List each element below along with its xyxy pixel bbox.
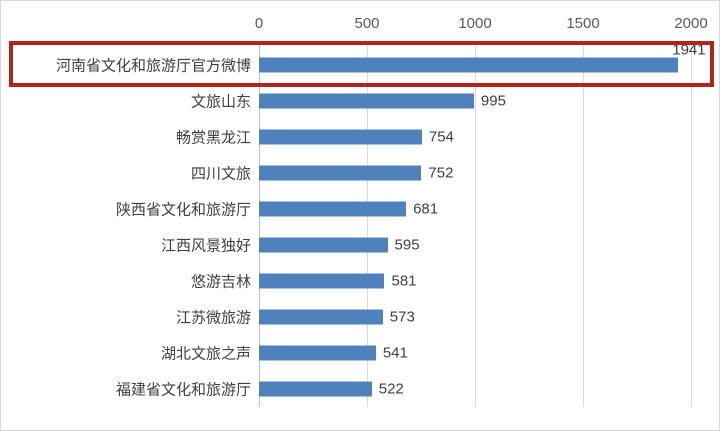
bar [259, 237, 388, 253]
gridline [367, 41, 368, 407]
bar [259, 165, 422, 181]
bar-row: 文旅山东 995 [1, 83, 719, 119]
value-label: 573 [389, 308, 415, 326]
value-label: 754 [428, 128, 454, 146]
value-label: 995 [480, 92, 506, 110]
x-axis-tick-label: 2000 [674, 15, 708, 32]
value-label: 581 [391, 272, 417, 290]
bar [259, 201, 407, 217]
value-label: 595 [394, 236, 420, 254]
x-axis-tick-label: 0 [254, 15, 264, 32]
bar [259, 345, 376, 361]
value-label: 752 [428, 164, 454, 182]
category-label: 文旅山东 [190, 93, 251, 111]
gridline [475, 41, 476, 407]
bar [259, 381, 372, 397]
value-label: 1941 [672, 41, 706, 59]
bar-row: 畅赏黑龙江 754 [1, 119, 719, 155]
category-label: 江苏微旅游 [175, 309, 251, 327]
category-label: 河南省文化和旅游厅官方微博 [55, 57, 251, 75]
value-label: 541 [382, 344, 408, 362]
bar [259, 57, 679, 73]
bar [259, 93, 474, 109]
bar-row: 河南省文化和旅游厅官方微博 1941 [1, 42, 719, 83]
category-label: 四川文旅 [190, 165, 251, 183]
gridline [583, 41, 584, 407]
category-label: 福建省文化和旅游厅 [115, 381, 251, 399]
category-label: 悠游吉林 [190, 273, 251, 291]
category-label: 江西风景独好 [160, 237, 251, 255]
bar [259, 129, 422, 145]
bar-row: 四川文旅 752 [1, 155, 719, 191]
x-axis-tick-label: 1000 [458, 15, 492, 32]
bar [259, 309, 383, 325]
value-label: 681 [413, 200, 439, 218]
bar-row: 江西风景独好 595 [1, 227, 719, 263]
category-label: 陕西省文化和旅游厅 [115, 201, 251, 219]
bar [259, 273, 385, 289]
category-label: 畅赏黑龙江 [175, 129, 251, 147]
bar-row: 福建省文化和旅游厅 522 [1, 371, 719, 407]
x-axis-tick-label: 1500 [566, 15, 600, 32]
bar-row: 江苏微旅游 573 [1, 299, 719, 335]
gridline [691, 41, 692, 407]
bar-row: 陕西省文化和旅游厅 681 [1, 191, 719, 227]
bar-row: 湖北文旅之声 541 [1, 335, 719, 371]
value-label: 522 [378, 380, 404, 398]
category-label: 湖北文旅之声 [160, 345, 251, 363]
category-axis-line [259, 41, 260, 407]
bar-row: 悠游吉林 581 [1, 263, 719, 299]
x-axis-tick-label: 500 [354, 15, 380, 32]
